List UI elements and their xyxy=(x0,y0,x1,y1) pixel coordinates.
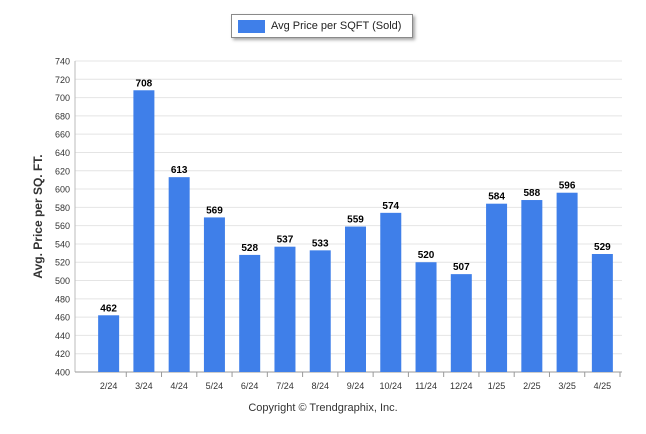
y-tick-label: 520 xyxy=(55,258,70,268)
bar xyxy=(239,254,261,372)
y-tick-label: 720 xyxy=(55,75,70,85)
y-tick-label: 620 xyxy=(55,166,70,176)
x-tick-label: 3/25 xyxy=(558,381,576,391)
bar xyxy=(274,246,296,372)
data-label: 584 xyxy=(488,192,505,203)
data-label: 529 xyxy=(594,242,611,253)
copyright-text: Copyright © Trendgraphix, Inc. xyxy=(248,402,398,414)
y-tick-label: 680 xyxy=(55,111,70,121)
y-tick-label: 400 xyxy=(55,368,70,378)
bar xyxy=(98,315,120,372)
y-tick-label: 560 xyxy=(55,221,70,231)
legend: Avg Price per SQFT (Sold) xyxy=(231,14,413,38)
y-tick-label: 500 xyxy=(55,276,70,286)
bar xyxy=(415,262,437,372)
y-tick-label: 440 xyxy=(55,331,70,341)
x-tick-label: 2/24 xyxy=(100,381,118,391)
x-tick-label: 7/24 xyxy=(276,381,294,391)
data-label: 507 xyxy=(453,262,470,273)
bar xyxy=(591,254,613,372)
x-tick-label: 8/24 xyxy=(311,381,329,391)
bar xyxy=(203,217,225,372)
x-tick-label: 6/24 xyxy=(241,381,259,391)
data-label: 613 xyxy=(171,165,188,176)
y-axis-title: Avg. Price per SQ. FT. xyxy=(31,154,45,278)
y-tick-label: 420 xyxy=(55,349,70,359)
bar xyxy=(168,177,190,372)
data-label: 559 xyxy=(347,215,364,226)
data-label: 596 xyxy=(559,181,576,192)
legend-label: Avg Price per SQFT (Sold) xyxy=(271,20,402,32)
bar xyxy=(133,90,155,372)
y-tick-label: 540 xyxy=(55,239,70,249)
y-tick-label: 640 xyxy=(55,148,70,158)
y-tick-label: 460 xyxy=(55,313,70,323)
x-tick-label: 10/24 xyxy=(380,381,403,391)
x-tick-label: 3/24 xyxy=(135,381,153,391)
legend-swatch xyxy=(238,19,265,33)
bar xyxy=(380,212,402,372)
y-tick-label: 600 xyxy=(55,185,70,195)
y-tick-label: 660 xyxy=(55,130,70,140)
bar xyxy=(521,200,543,372)
y-tick-label: 740 xyxy=(55,57,70,67)
data-label: 533 xyxy=(312,238,329,249)
data-label: 574 xyxy=(382,201,399,212)
data-label: 569 xyxy=(206,205,223,216)
x-tick-label: 4/25 xyxy=(594,381,612,391)
bar xyxy=(486,203,508,372)
bar xyxy=(309,250,331,372)
x-tick-label: 1/25 xyxy=(488,381,506,391)
x-tick-label: 12/24 xyxy=(450,381,473,391)
x-tick-label: 11/24 xyxy=(415,381,437,391)
bar xyxy=(450,274,472,372)
x-tick-label: 5/24 xyxy=(206,381,224,391)
bar xyxy=(556,192,578,372)
x-tick-label: 4/24 xyxy=(170,381,188,391)
x-tick-label: 2/25 xyxy=(523,381,541,391)
y-tick-label: 480 xyxy=(55,294,70,304)
x-tick-label: 9/24 xyxy=(347,381,365,391)
data-label: 520 xyxy=(418,250,435,261)
data-label: 708 xyxy=(136,78,153,89)
data-label: 537 xyxy=(277,235,294,246)
data-label: 588 xyxy=(523,188,540,199)
bar xyxy=(345,226,366,372)
data-label: 528 xyxy=(241,243,258,254)
y-tick-label: 580 xyxy=(55,203,70,213)
data-label: 462 xyxy=(100,303,117,314)
y-tick-label: 700 xyxy=(55,93,70,103)
